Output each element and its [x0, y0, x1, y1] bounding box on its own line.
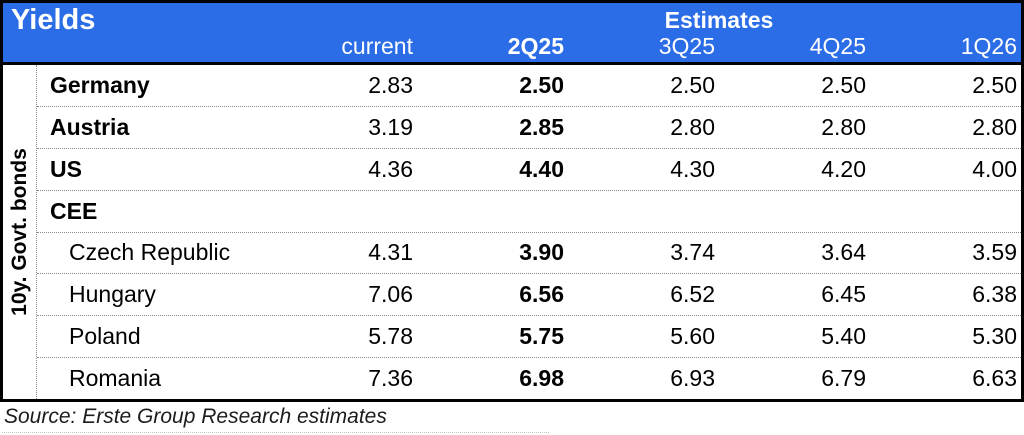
- cell-3q25: 5.60: [670, 323, 715, 350]
- table-header: Yields Estimates current 2Q25 3Q25 4Q25 …: [3, 3, 1021, 65]
- yields-table: Yields Estimates current 2Q25 3Q25 4Q25 …: [0, 0, 1024, 402]
- cell-4q25: 2.80: [821, 113, 866, 140]
- row-label: Austria: [50, 113, 130, 140]
- table-row-germany: Germany 2.83 2.50 2.50 2.50 2.50: [37, 65, 1021, 107]
- table-row-cee-group: CEE: [37, 191, 1021, 233]
- table-title: Yields: [11, 4, 96, 36]
- cell-3q25: 2.80: [670, 113, 715, 140]
- row-group-axis-label-text: 10y. Govt. bonds: [7, 148, 31, 316]
- cell-3q25: 6.93: [670, 365, 715, 392]
- cell-1q26: 4.00: [972, 155, 1017, 182]
- table-row-poland: Poland 5.78 5.75 5.60 5.40 5.30: [37, 316, 1021, 359]
- source-note: Source: Erste Group Research estimates: [2, 403, 549, 433]
- cell-2q25: 2.50: [519, 71, 564, 98]
- cell-1q26: 6.63: [972, 365, 1017, 392]
- cell-2q25: 4.40: [519, 155, 564, 182]
- cell-2q25: 3.90: [519, 239, 564, 266]
- cell-4q25: 6.45: [821, 281, 866, 308]
- table-row-hungary: Hungary 7.06 6.56 6.52 6.45 6.38: [37, 274, 1021, 317]
- row-label: Poland: [69, 323, 141, 350]
- cell-2q25: 6.98: [519, 365, 564, 392]
- cell-1q26: 3.59: [972, 239, 1017, 266]
- cell-1q26: 2.50: [972, 71, 1017, 98]
- cell-3q25: 3.74: [670, 239, 715, 266]
- cell-4q25: 3.64: [821, 239, 866, 266]
- table-row-us: US 4.36 4.40 4.30 4.20 4.00: [37, 149, 1021, 191]
- table-header-columns-row: current 2Q25 3Q25 4Q25 1Q26: [3, 35, 1021, 62]
- cell-4q25: 4.20: [821, 155, 866, 182]
- cell-4q25: 5.40: [821, 323, 866, 350]
- cell-2q25: 5.75: [519, 323, 564, 350]
- cell-2q25: 2.85: [519, 113, 564, 140]
- cell-current: 4.36: [368, 155, 413, 182]
- column-header-current: current: [341, 33, 413, 59]
- cell-2q25: 6.56: [519, 281, 564, 308]
- cell-1q26: 2.80: [972, 113, 1017, 140]
- column-header-1q26: 1Q26: [960, 33, 1017, 59]
- cell-3q25: 2.50: [670, 71, 715, 98]
- cell-4q25: 2.50: [821, 71, 866, 98]
- cell-current: 2.83: [368, 71, 413, 98]
- cell-current: 3.19: [368, 113, 413, 140]
- cell-1q26: 6.38: [972, 281, 1017, 308]
- column-header-4q25: 4Q25: [809, 33, 866, 59]
- cell-current: 4.31: [368, 239, 413, 266]
- row-group-axis-label: 10y. Govt. bonds: [3, 65, 37, 399]
- table-rows: Germany 2.83 2.50 2.50 2.50 2.50 Austria…: [37, 65, 1021, 399]
- column-header-spacer: [3, 35, 267, 58]
- table-header-top-row: Yields Estimates: [3, 3, 1021, 35]
- estimates-group-header: Estimates: [664, 7, 774, 33]
- cell-4q25: 6.79: [821, 365, 866, 392]
- row-label: Czech Republic: [69, 239, 231, 266]
- cell-1q26: 5.30: [972, 323, 1017, 350]
- table-row-romania: Romania 7.36 6.98 6.93 6.79 6.63: [37, 358, 1021, 399]
- cell-3q25: 4.30: [670, 155, 715, 182]
- column-header-3q25: 3Q25: [658, 33, 715, 59]
- table-row-austria: Austria 3.19 2.85 2.80 2.80 2.80: [37, 107, 1021, 149]
- table-body: 10y. Govt. bonds Germany 2.83 2.50 2.50 …: [3, 65, 1021, 399]
- cell-3q25: 6.52: [670, 281, 715, 308]
- row-label: Hungary: [69, 281, 156, 308]
- row-label: Romania: [69, 365, 162, 392]
- row-label: US: [50, 155, 82, 182]
- column-header-2q25: 2Q25: [507, 33, 564, 59]
- row-label: Germany: [50, 71, 150, 98]
- cell-current: 7.36: [368, 365, 413, 392]
- row-label: CEE: [50, 197, 98, 224]
- cell-current: 7.06: [368, 281, 413, 308]
- cell-current: 5.78: [368, 323, 413, 350]
- table-row-czech-republic: Czech Republic 4.31 3.90 3.74 3.64 3.59: [37, 233, 1021, 275]
